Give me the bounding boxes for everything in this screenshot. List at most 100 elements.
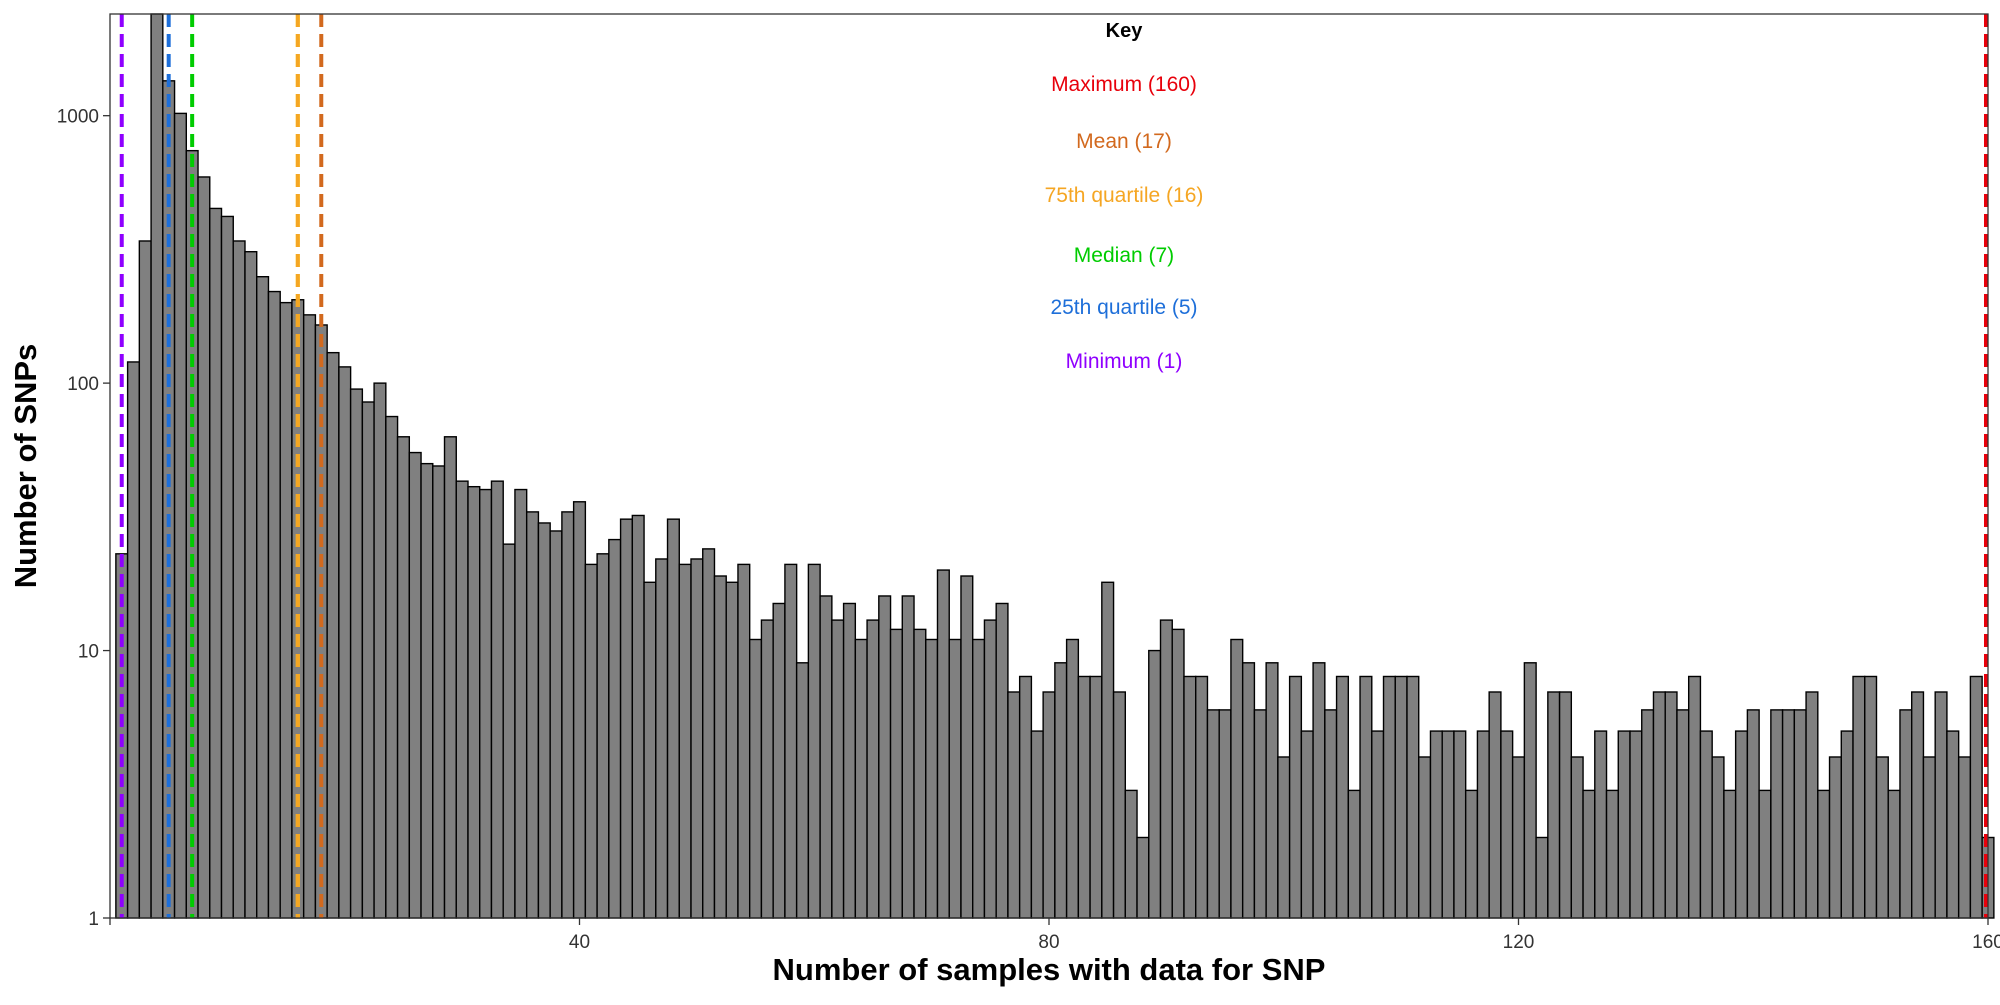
histogram-bar [1770,709,1784,919]
histogram-bar [1875,756,1889,919]
histogram-bar [866,619,880,919]
histogram-bar [1382,675,1396,919]
histogram-bar [1253,709,1267,919]
histogram-bar [1007,691,1021,919]
histogram-bar [1946,730,1960,919]
histogram-bar [396,436,411,919]
legend-entry: Median (7) [1074,244,1174,267]
histogram-bar [655,558,669,919]
histogram-bar [737,563,751,919]
histogram-bar [936,569,950,919]
histogram-bar [1547,691,1561,919]
histogram-bar [1148,649,1162,919]
histogram-bar [1406,675,1420,919]
histogram-bar [1018,675,1033,919]
histogram-bar [490,480,504,919]
histogram-bar [1887,789,1901,919]
histogram-bar [209,207,223,919]
histogram-bar [1934,691,1948,919]
histogram-bar [1664,691,1678,919]
histogram-bar [443,436,457,919]
histogram-bar [1511,756,1526,919]
histogram-bar [1241,662,1256,919]
x-tick-label: 160 [1972,932,2000,953]
histogram-bar [1183,675,1197,919]
histogram-bar [361,401,375,919]
histogram-bar [1687,675,1702,919]
histogram-bar [760,619,774,919]
y-tick-label: 100 [67,374,99,395]
y-axis-title: Number of SNPs [8,344,43,589]
histogram-bar [1464,789,1479,919]
histogram-bar [631,514,645,919]
histogram-bar [1570,756,1584,919]
histogram-bar [479,488,493,919]
histogram-bar [1300,730,1314,919]
histogram-bar [713,575,727,919]
histogram-bar [854,638,868,919]
histogram-bar [197,176,211,919]
histogram-bar [455,480,469,919]
histogram-bar [1676,709,1690,919]
histogram-bar [925,638,939,919]
histogram-bar [913,628,927,919]
histogram-bar [1840,730,1854,919]
histogram-bar [326,351,340,919]
histogram-bar [1523,662,1537,919]
histogram-bar [1089,675,1103,919]
histogram-bar [1324,709,1338,919]
histogram-bar [1852,675,1866,919]
histogram-bar [1864,675,1878,919]
x-axis: 40 80 120 160 [109,918,2000,953]
histogram-bar [666,518,680,919]
histogram-bar [889,628,903,919]
histogram-bar [514,488,528,919]
histogram-bar [1288,675,1303,919]
histogram-bar [819,595,833,919]
histogram-bar [1957,756,1972,919]
histogram-bar [784,563,798,919]
histogram-bar [1394,675,1408,919]
histogram-bar [1312,662,1326,919]
histogram-bar [1488,691,1502,919]
histogram-bar [1699,730,1713,919]
histogram-bar [1817,789,1831,919]
histogram-bar [467,485,481,919]
histogram-bar [1429,730,1443,919]
histogram-bar [244,251,258,919]
histogram-bar [1054,662,1068,919]
histogram-bar [1605,789,1619,919]
histogram-bar [772,602,786,919]
histogram-bar [1899,709,1913,919]
histogram-bar [1476,730,1490,919]
histogram-bar [1112,691,1127,919]
histogram-bar [972,638,986,919]
histogram-bar [1828,756,1842,919]
histogram-bar [138,240,152,919]
histogram-bar [1582,789,1596,919]
histogram-bar [596,553,610,919]
histogram-bar [901,595,915,919]
histogram-bar [561,511,575,919]
histogram-bar [1265,662,1279,919]
histogram-bar [373,382,387,919]
histogram-bar [1101,581,1115,919]
histogram-bar [1641,709,1655,919]
histogram-bar [1758,789,1772,919]
histogram-bar [537,522,551,919]
histogram-bar [1969,675,1983,919]
histogram-bar [619,518,634,919]
histogram-bar [1359,675,1373,919]
histogram-bar [302,314,317,919]
bars-layer [115,13,1995,919]
histogram-bar [408,451,422,919]
histogram-bar [1371,730,1385,919]
histogram-bar [1535,836,1549,919]
histogram-bar [1922,756,1936,919]
histogram-bar [173,112,187,919]
histogram-bar [1793,709,1807,919]
histogram-bar [1077,675,1091,919]
histogram-bar [1230,638,1244,919]
histogram-bar [267,290,281,919]
histogram-bar [1500,730,1514,919]
